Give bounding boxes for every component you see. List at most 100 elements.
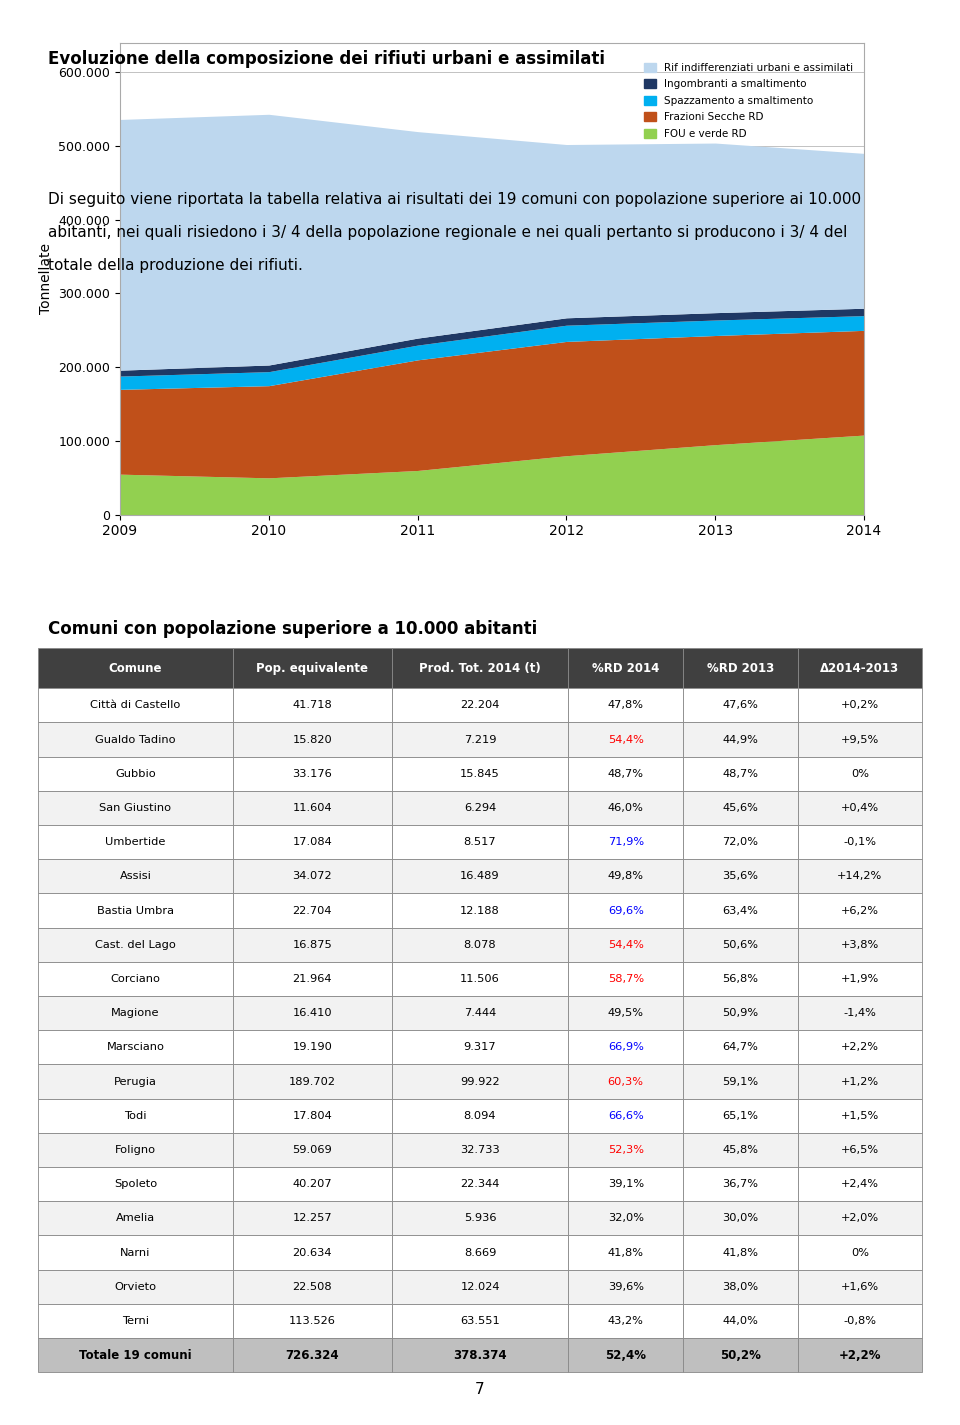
Text: Evoluzione della composizione dei rifiuti urbani e assimilati: Evoluzione della composizione dei rifiut… [48, 50, 605, 68]
Text: 50,6%: 50,6% [723, 939, 758, 950]
Text: 22.204: 22.204 [460, 700, 500, 711]
Text: 21.964: 21.964 [293, 973, 332, 985]
Y-axis label: Tonnellate: Tonnellate [38, 244, 53, 315]
Text: 32,0%: 32,0% [608, 1213, 644, 1224]
Text: +2,4%: +2,4% [841, 1178, 878, 1190]
Text: 52,3%: 52,3% [608, 1144, 644, 1156]
Text: 63,4%: 63,4% [723, 905, 758, 916]
Text: -0,1%: -0,1% [843, 836, 876, 848]
Text: Di seguito viene riportata la tabella relativa ai risultati dei 19 comuni con po: Di seguito viene riportata la tabella re… [48, 192, 861, 208]
Text: Foligno: Foligno [115, 1144, 156, 1156]
Text: Corciano: Corciano [110, 973, 160, 985]
Text: 6.294: 6.294 [464, 802, 496, 814]
Legend: Rif indifferenziati urbani e assimilati, Ingombranti a smaltimento, Spazzamento : Rif indifferenziati urbani e assimilati,… [638, 57, 859, 144]
Text: 12.257: 12.257 [293, 1213, 332, 1224]
Text: 43,2%: 43,2% [608, 1315, 643, 1327]
Text: Assisi: Assisi [120, 871, 152, 882]
Text: +3,8%: +3,8% [841, 939, 879, 950]
Text: +2,2%: +2,2% [838, 1348, 881, 1362]
Text: 50,9%: 50,9% [723, 1007, 758, 1019]
Text: 64,7%: 64,7% [723, 1042, 758, 1053]
Text: +1,5%: +1,5% [841, 1110, 879, 1121]
Text: 44,9%: 44,9% [723, 734, 758, 745]
Text: 40.207: 40.207 [293, 1178, 332, 1190]
Text: totale della produzione dei rifiuti.: totale della produzione dei rifiuti. [48, 258, 302, 274]
Text: 16.410: 16.410 [293, 1007, 332, 1019]
Text: 46,0%: 46,0% [608, 802, 643, 814]
Text: 11.506: 11.506 [460, 973, 500, 985]
Text: Pop. equivalente: Pop. equivalente [256, 661, 369, 675]
Text: 36,7%: 36,7% [723, 1178, 758, 1190]
Text: 113.526: 113.526 [289, 1315, 336, 1327]
Text: Cast. del Lago: Cast. del Lago [95, 939, 176, 950]
Text: 49,8%: 49,8% [608, 871, 644, 882]
Text: 5.936: 5.936 [464, 1213, 496, 1224]
Text: 15.820: 15.820 [292, 734, 332, 745]
Text: 15.845: 15.845 [460, 768, 500, 779]
Text: 7.219: 7.219 [464, 734, 496, 745]
Text: 22.704: 22.704 [293, 905, 332, 916]
Text: 8.669: 8.669 [464, 1247, 496, 1258]
Text: 16.489: 16.489 [460, 871, 500, 882]
Text: Marsciano: Marsciano [107, 1042, 164, 1053]
Text: 59.069: 59.069 [292, 1144, 332, 1156]
Text: +6,5%: +6,5% [841, 1144, 878, 1156]
Text: 32.733: 32.733 [460, 1144, 500, 1156]
Text: 16.875: 16.875 [292, 939, 332, 950]
Text: San Giustino: San Giustino [100, 802, 172, 814]
Text: Comuni con popolazione superiore a 10.000 abitanti: Comuni con popolazione superiore a 10.00… [48, 620, 538, 638]
Text: 19.190: 19.190 [292, 1042, 332, 1053]
Text: 59,1%: 59,1% [723, 1076, 758, 1087]
Text: 48,7%: 48,7% [608, 768, 644, 779]
Text: 39,6%: 39,6% [608, 1281, 644, 1292]
Text: Comune: Comune [108, 661, 162, 675]
Text: 99.922: 99.922 [460, 1076, 500, 1087]
Text: +0,4%: +0,4% [841, 802, 878, 814]
Text: 41,8%: 41,8% [608, 1247, 644, 1258]
Text: 20.634: 20.634 [293, 1247, 332, 1258]
Text: Bastia Umbra: Bastia Umbra [97, 905, 174, 916]
Text: -0,8%: -0,8% [843, 1315, 876, 1327]
Text: +9,5%: +9,5% [841, 734, 879, 745]
Text: 33.176: 33.176 [292, 768, 332, 779]
Text: 47,6%: 47,6% [723, 700, 758, 711]
Text: 8.094: 8.094 [464, 1110, 496, 1121]
Text: 72,0%: 72,0% [723, 836, 758, 848]
Text: 7.444: 7.444 [464, 1007, 496, 1019]
Text: +1,6%: +1,6% [841, 1281, 878, 1292]
Text: 63.551: 63.551 [460, 1315, 500, 1327]
Text: 58,7%: 58,7% [608, 973, 644, 985]
Text: 35,6%: 35,6% [723, 871, 758, 882]
Text: 39,1%: 39,1% [608, 1178, 644, 1190]
Text: 44,0%: 44,0% [723, 1315, 758, 1327]
Text: 378.374: 378.374 [453, 1348, 507, 1362]
Text: 69,6%: 69,6% [608, 905, 643, 916]
Text: 65,1%: 65,1% [723, 1110, 758, 1121]
Text: 41,8%: 41,8% [723, 1247, 758, 1258]
Text: 9.317: 9.317 [464, 1042, 496, 1053]
Text: 47,8%: 47,8% [608, 700, 644, 711]
Text: 22.344: 22.344 [460, 1178, 500, 1190]
Text: 17.084: 17.084 [292, 836, 332, 848]
Text: Totale 19 comuni: Totale 19 comuni [80, 1348, 192, 1362]
Text: 71,9%: 71,9% [608, 836, 644, 848]
Text: 56,8%: 56,8% [723, 973, 758, 985]
Text: 54,4%: 54,4% [608, 734, 643, 745]
Text: 189.702: 189.702 [289, 1076, 336, 1087]
Text: 48,7%: 48,7% [723, 768, 758, 779]
Text: Spoleto: Spoleto [114, 1178, 157, 1190]
Text: 12.188: 12.188 [460, 905, 500, 916]
Text: Umbertide: Umbertide [106, 836, 166, 848]
Text: 12.024: 12.024 [460, 1281, 500, 1292]
Text: +2,2%: +2,2% [841, 1042, 878, 1053]
Text: 50,2%: 50,2% [720, 1348, 761, 1362]
Text: +2,0%: +2,0% [841, 1213, 878, 1224]
Text: -1,4%: -1,4% [843, 1007, 876, 1019]
Text: %RD 2013: %RD 2013 [707, 661, 774, 675]
Text: 726.324: 726.324 [285, 1348, 339, 1362]
Text: 0%: 0% [851, 768, 869, 779]
Text: Orvieto: Orvieto [114, 1281, 156, 1292]
Text: 60,3%: 60,3% [608, 1076, 644, 1087]
Text: 52,4%: 52,4% [605, 1348, 646, 1362]
Text: 66,9%: 66,9% [608, 1042, 643, 1053]
